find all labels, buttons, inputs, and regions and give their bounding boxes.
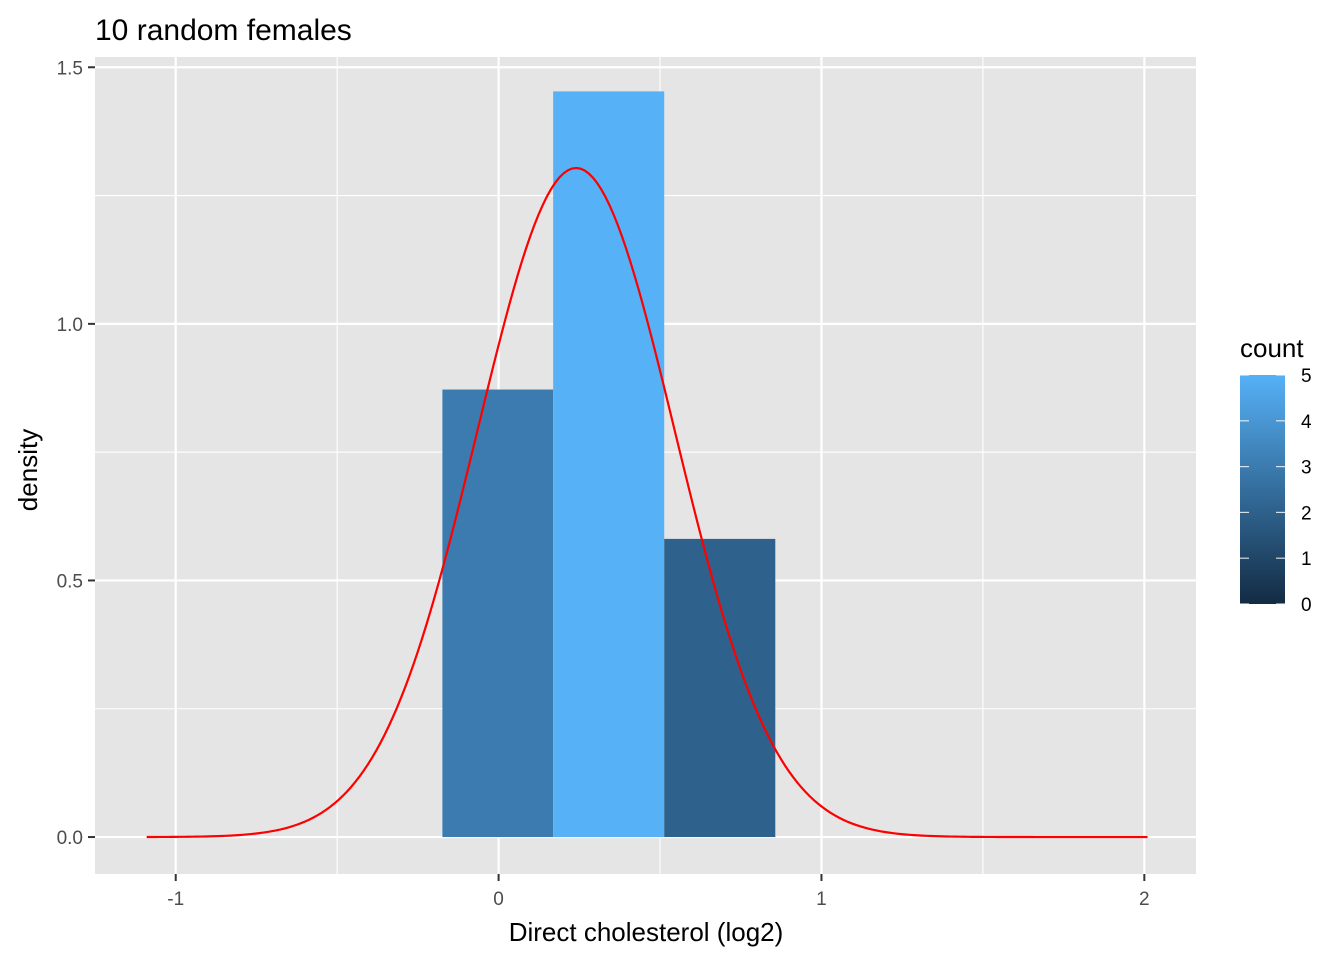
y-axis-title: density bbox=[13, 429, 43, 511]
x-axis: -1 0 1 2 bbox=[167, 874, 1150, 910]
color-legend: count 0 1 2 3 4 5 bbox=[1240, 333, 1312, 616]
legend-label: 1 bbox=[1301, 549, 1312, 570]
histogram-bar bbox=[664, 538, 776, 838]
x-tick-label: 0 bbox=[493, 889, 504, 910]
legend-label: 3 bbox=[1301, 458, 1312, 479]
legend-ticks: 0 1 2 3 4 5 bbox=[1240, 366, 1312, 616]
legend-title: count bbox=[1240, 333, 1304, 363]
x-tick-label: -1 bbox=[167, 889, 184, 910]
y-tick-label: 1.5 bbox=[57, 58, 83, 79]
x-tick-label: 2 bbox=[1139, 889, 1150, 910]
x-axis-title: Direct cholesterol (log2) bbox=[509, 917, 784, 947]
legend-label: 2 bbox=[1301, 503, 1312, 524]
legend-label: 4 bbox=[1301, 412, 1312, 433]
chart-title: 10 random females bbox=[95, 14, 352, 47]
histogram-bars bbox=[442, 91, 776, 838]
legend-colorbar bbox=[1240, 375, 1285, 604]
y-tick-label: 0.0 bbox=[57, 828, 83, 849]
histogram-bar bbox=[553, 91, 665, 838]
legend-label: 0 bbox=[1301, 595, 1312, 616]
y-tick-label: 0.5 bbox=[57, 571, 83, 592]
legend-label: 5 bbox=[1301, 366, 1312, 387]
x-tick-label: 1 bbox=[816, 889, 827, 910]
y-axis: 0.0 0.5 1.0 1.5 bbox=[57, 58, 95, 849]
y-tick-label: 1.0 bbox=[57, 315, 83, 336]
histogram-bar bbox=[442, 389, 554, 838]
density-curve bbox=[146, 166, 1148, 839]
